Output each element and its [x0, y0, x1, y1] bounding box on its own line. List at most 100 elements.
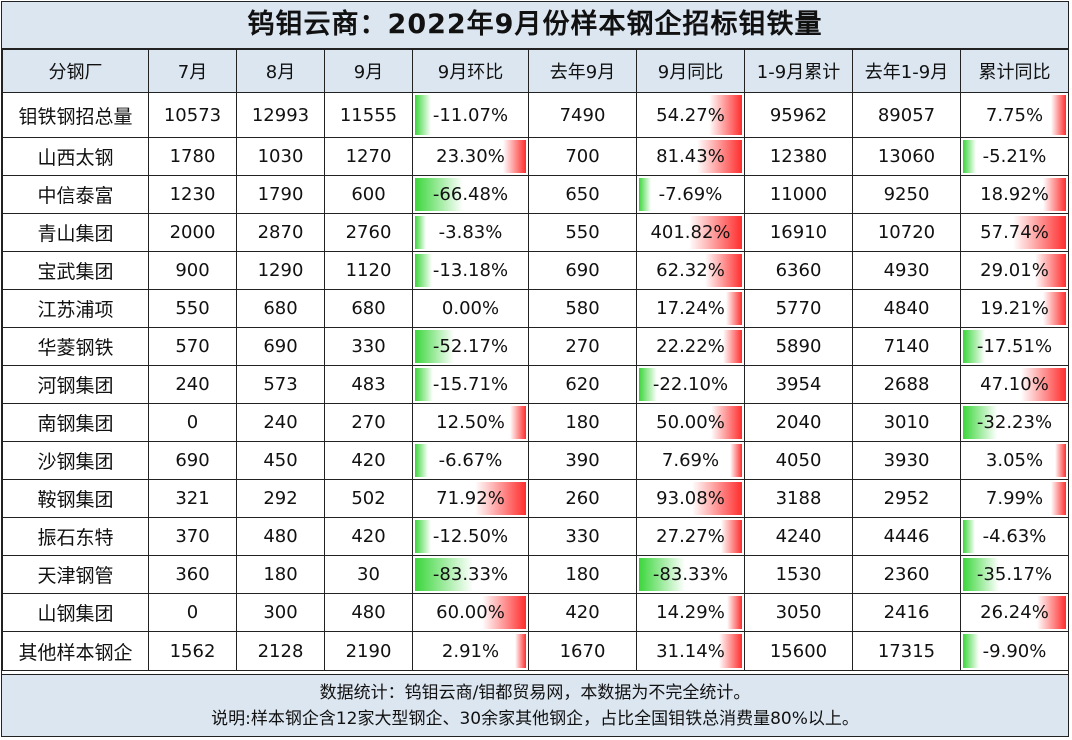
table-row: 鞍钢集团 321 292 502 71.92% 260 93.08% 3188 2952 7.99… [2, 479, 1069, 518]
negative-databar [415, 368, 434, 401]
value-cell: 13060 [852, 137, 961, 176]
table-row: 天津钢管 360 180 30 -83.33% 180 -83.33% 1530 2360 -35… [2, 555, 1069, 594]
report-title: 钨钼云商：2022年9月份样本钢企招标钼铁量 [2, 2, 1068, 49]
negative-databar [415, 254, 432, 287]
percent-value: 93.08% [656, 488, 725, 509]
value-cell: 480 [236, 517, 325, 556]
value-cell: 11555 [324, 92, 413, 138]
value-cell: 260 [528, 479, 637, 518]
value-cell: 71.92% [412, 479, 529, 518]
positive-databar [709, 95, 742, 135]
mill-name-cell: 江苏浦项 [2, 289, 149, 328]
positive-databar [710, 406, 742, 439]
value-cell: 15600 [744, 631, 853, 671]
value-cell: 7.99% [960, 479, 1069, 518]
value-cell: 26.24% [960, 593, 1069, 632]
mill-name-cell: 河钢集团 [2, 365, 149, 404]
value-cell: 370 [148, 517, 237, 556]
percent-value: -5.21% [982, 146, 1047, 167]
value-cell: 7140 [852, 327, 961, 366]
positive-databar [1034, 254, 1066, 287]
percent-value: 22.22% [656, 336, 725, 357]
positive-databar [723, 330, 742, 363]
positive-databar [729, 444, 742, 477]
value-cell: 23.30% [412, 137, 529, 176]
negative-databar [963, 558, 999, 591]
table-row: 河钢集团 240 573 483 -15.71% 620 -22.10% 3954 2688 47… [2, 365, 1069, 404]
mill-name-cell: 振石东特 [2, 517, 149, 556]
value-cell: 180 [528, 555, 637, 594]
value-cell: 57.74% [960, 213, 1069, 252]
percent-value: -6.67% [438, 450, 503, 471]
positive-databar [1042, 292, 1066, 325]
percent-value: 401.82% [650, 222, 731, 243]
positive-databar [503, 140, 526, 173]
table-row: 江苏浦项 550 680 680 0.00% 580 17.24% 5770 4840 19.21… [2, 289, 1069, 328]
value-cell: 1670 [528, 631, 637, 671]
value-cell: 360 [148, 555, 237, 594]
value-cell: 12993 [236, 92, 325, 138]
value-cell: 18.92% [960, 175, 1069, 214]
percent-value: -12.50% [432, 526, 509, 547]
value-cell: 321 [148, 479, 237, 518]
value-cell: 4446 [852, 517, 961, 556]
value-cell: 650 [528, 175, 637, 214]
percent-value: 81.43% [656, 146, 725, 167]
positive-databar [696, 140, 742, 173]
mill-name-cell: 其他样本钢企 [2, 631, 149, 671]
value-cell: -5.21% [960, 137, 1069, 176]
value-cell: 483 [324, 365, 413, 404]
value-cell: -6.67% [412, 441, 529, 480]
value-cell: 47.10% [960, 365, 1069, 404]
value-cell: -4.63% [960, 517, 1069, 556]
negative-databar [963, 140, 976, 173]
value-cell: 16910 [744, 213, 853, 252]
negative-databar [415, 558, 473, 591]
positive-databar [705, 254, 742, 287]
value-cell: -11.07% [412, 92, 529, 138]
table-body: 钼铁钢招总量 10573 12993 11555 -11.07% 7490 54.27% 95… [2, 92, 1069, 671]
positive-databar [725, 292, 742, 325]
value-cell: 330 [528, 517, 637, 556]
column-header: 去年1-9月 [852, 49, 961, 93]
value-cell: 27.27% [636, 517, 745, 556]
value-cell: -83.33% [636, 555, 745, 594]
percent-value: -83.33% [432, 564, 509, 585]
value-cell: -13.18% [412, 251, 529, 290]
percent-value: -11.07% [432, 104, 509, 126]
table-row: 宝武集团 900 1290 1120 -13.18% 690 62.32% 6360 4930 2… [2, 251, 1069, 290]
negative-databar [639, 558, 685, 591]
percent-value: 29.01% [980, 260, 1049, 281]
value-cell: 2040 [744, 403, 853, 442]
value-cell: 2688 [852, 365, 961, 404]
column-header: 分钢厂 [2, 49, 149, 93]
value-cell: 0 [148, 403, 237, 442]
value-cell: 300 [236, 593, 325, 632]
value-cell: 1270 [324, 137, 413, 176]
value-cell: 502 [324, 479, 413, 518]
column-header: 9月 [324, 49, 413, 93]
value-cell: 1790 [236, 175, 325, 214]
positive-databar [1051, 482, 1066, 515]
negative-databar [639, 368, 658, 401]
table-row: 沙钢集团 690 450 420 -6.67% 390 7.69% 4050 3930 3.05% [2, 441, 1069, 480]
value-cell: 81.43% [636, 137, 745, 176]
value-cell: 3930 [852, 441, 961, 480]
value-cell: -12.50% [412, 517, 529, 556]
data-table: 分钢厂 7月 8月 9月 9月环比 去年9月 9月同比 1-9月累计 去年1-9月 累计同比 钼铁… [2, 49, 1069, 671]
positive-databar [475, 482, 526, 515]
negative-databar [963, 520, 976, 553]
value-cell: 330 [324, 327, 413, 366]
value-cell: -32.23% [960, 403, 1069, 442]
footer-source: 数据统计：钨钼云商/钼都贸易网，本数据为不完全统计。 [319, 683, 751, 703]
column-header: 9月环比 [412, 49, 529, 93]
percent-value: 71.92% [436, 488, 505, 509]
percent-value: 3.05% [985, 450, 1044, 471]
value-cell: 0.00% [412, 289, 529, 328]
percent-value: -3.83% [438, 222, 503, 243]
value-cell: 1230 [148, 175, 237, 214]
value-cell: 690 [148, 441, 237, 480]
negative-databar [415, 95, 431, 135]
positive-databar [727, 596, 742, 629]
value-cell: 390 [528, 441, 637, 480]
